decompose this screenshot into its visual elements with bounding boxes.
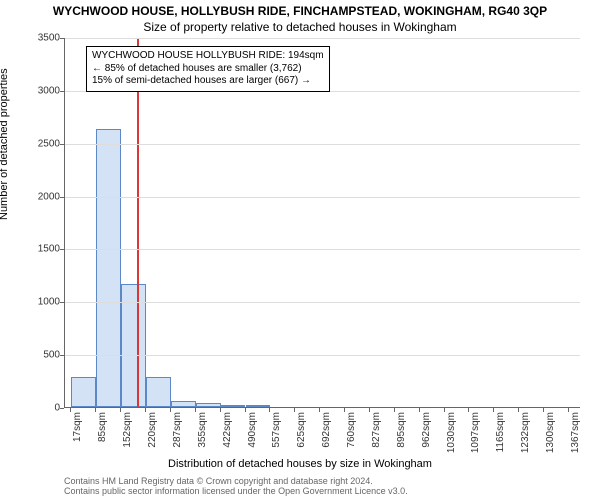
x-tick-label: 85sqm: [97, 412, 108, 456]
x-tick-label: 827sqm: [371, 412, 382, 456]
x-tick-mark: [543, 408, 544, 412]
y-tick-mark: [60, 302, 64, 303]
gridline: [65, 38, 580, 39]
gridline: [65, 197, 580, 198]
x-tick-mark: [369, 408, 370, 412]
x-tick-mark: [319, 408, 320, 412]
gridline: [65, 249, 580, 250]
histogram-bar: [96, 129, 121, 407]
chart-subtitle: Size of property relative to detached ho…: [0, 18, 600, 34]
y-tick-label: 3000: [28, 85, 60, 96]
x-tick-label: 490sqm: [247, 412, 258, 456]
x-tick-mark: [220, 408, 221, 412]
y-tick-label: 2500: [28, 138, 60, 149]
y-tick-label: 3500: [28, 33, 60, 44]
chart-title-address: WYCHWOOD HOUSE, HOLLYBUSH RIDE, FINCHAMP…: [0, 0, 600, 18]
y-tick-mark: [60, 408, 64, 409]
histogram-bar: [221, 405, 246, 407]
y-tick-label: 1000: [28, 297, 60, 308]
x-tick-label: 1367sqm: [570, 412, 581, 456]
x-tick-label: 895sqm: [396, 412, 407, 456]
copyright-notice: Contains HM Land Registry data © Crown c…: [64, 476, 408, 497]
histogram-bar: [196, 403, 221, 407]
plot-area: [64, 38, 580, 408]
x-tick-label: 1097sqm: [470, 412, 481, 456]
x-tick-label: 220sqm: [147, 412, 158, 456]
y-tick-mark: [60, 144, 64, 145]
x-tick-label: 625sqm: [296, 412, 307, 456]
info-line-3: 15% of semi-detached houses are larger (…: [92, 75, 324, 88]
x-tick-mark: [195, 408, 196, 412]
y-tick-mark: [60, 197, 64, 198]
histogram-bar: [146, 377, 171, 407]
x-tick-mark: [120, 408, 121, 412]
x-axis-label: Distribution of detached houses by size …: [0, 458, 600, 470]
x-tick-mark: [568, 408, 569, 412]
y-tick-mark: [60, 355, 64, 356]
gridline: [65, 355, 580, 356]
x-tick-label: 422sqm: [222, 412, 233, 456]
y-tick-label: 500: [28, 350, 60, 361]
gridline: [65, 144, 580, 145]
x-tick-mark: [245, 408, 246, 412]
x-tick-mark: [444, 408, 445, 412]
x-tick-mark: [394, 408, 395, 412]
x-tick-label: 287sqm: [172, 412, 183, 456]
y-tick-mark: [60, 38, 64, 39]
x-tick-mark: [518, 408, 519, 412]
histogram-bar: [246, 405, 271, 407]
x-tick-label: 152sqm: [122, 412, 133, 456]
info-line-1: WYCHWOOD HOUSE HOLLYBUSH RIDE: 194sqm: [92, 50, 324, 63]
y-tick-mark: [60, 249, 64, 250]
x-tick-mark: [145, 408, 146, 412]
info-line-2: ← 85% of detached houses are smaller (3,…: [92, 63, 324, 76]
histogram-bar: [71, 377, 96, 407]
y-tick-label: 1500: [28, 244, 60, 255]
histogram-bar: [171, 401, 196, 407]
y-tick-label: 2000: [28, 191, 60, 202]
subject-marker-line: [137, 38, 139, 407]
x-tick-label: 692sqm: [321, 412, 332, 456]
subject-info-box: WYCHWOOD HOUSE HOLLYBUSH RIDE: 194sqm ← …: [86, 46, 330, 92]
x-tick-mark: [170, 408, 171, 412]
y-tick-mark: [60, 91, 64, 92]
x-tick-label: 17sqm: [72, 412, 83, 456]
x-tick-label: 962sqm: [421, 412, 432, 456]
copyright-line-1: Contains HM Land Registry data © Crown c…: [64, 476, 408, 486]
x-tick-mark: [344, 408, 345, 412]
x-tick-label: 557sqm: [271, 412, 282, 456]
y-tick-label: 0: [28, 403, 60, 414]
gridline: [65, 302, 580, 303]
copyright-line-2: Contains public sector information licen…: [64, 486, 408, 496]
y-axis-label: Number of detached properties: [0, 68, 10, 220]
x-tick-label: 1165sqm: [495, 412, 506, 456]
x-tick-label: 760sqm: [346, 412, 357, 456]
x-tick-label: 1300sqm: [545, 412, 556, 456]
x-tick-label: 1030sqm: [446, 412, 457, 456]
x-tick-label: 1232sqm: [520, 412, 531, 456]
x-tick-mark: [419, 408, 420, 412]
x-tick-label: 355sqm: [197, 412, 208, 456]
bars-container: [65, 38, 580, 407]
